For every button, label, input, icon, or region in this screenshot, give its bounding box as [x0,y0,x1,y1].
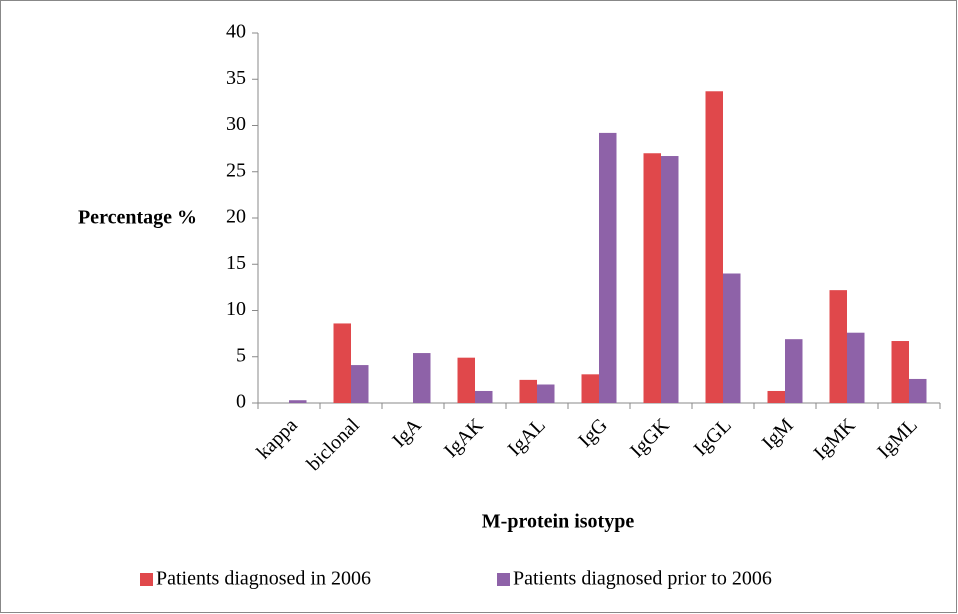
bar [723,273,741,403]
bar [785,339,803,403]
y-tick-label: 35 [226,67,246,89]
bar [351,365,369,403]
bar [643,153,661,403]
bar [537,384,555,403]
bar [767,390,785,403]
bar [581,374,599,403]
y-tick-label: 40 [226,21,246,43]
y-tick-label: 20 [226,206,246,228]
bar [333,323,351,403]
bar [829,290,847,403]
y-tick-label: 5 [236,344,246,366]
bar [519,379,537,403]
legend-swatch [497,573,510,586]
bar [661,156,679,403]
x-axis-title: M-protein isotype [482,511,635,533]
y-tick-label: 15 [226,252,246,274]
bar [289,400,307,403]
y-axis-title: Percentage % [78,207,197,229]
legend-swatch [140,573,153,586]
y-tick-label: 10 [226,298,246,320]
bar [847,332,865,403]
y-tick-label: 25 [226,159,246,181]
y-tick-label: 30 [226,113,246,135]
legend-label: Patients diagnosed in 2006 [156,568,371,590]
bar [909,378,927,403]
y-tick-label: 0 [236,391,246,413]
bar [457,357,475,403]
bar [891,341,909,403]
bar [413,353,431,403]
bar [475,390,493,403]
legend-label: Patients diagnosed prior to 2006 [513,568,772,590]
bar [599,132,617,403]
bar [705,91,723,404]
